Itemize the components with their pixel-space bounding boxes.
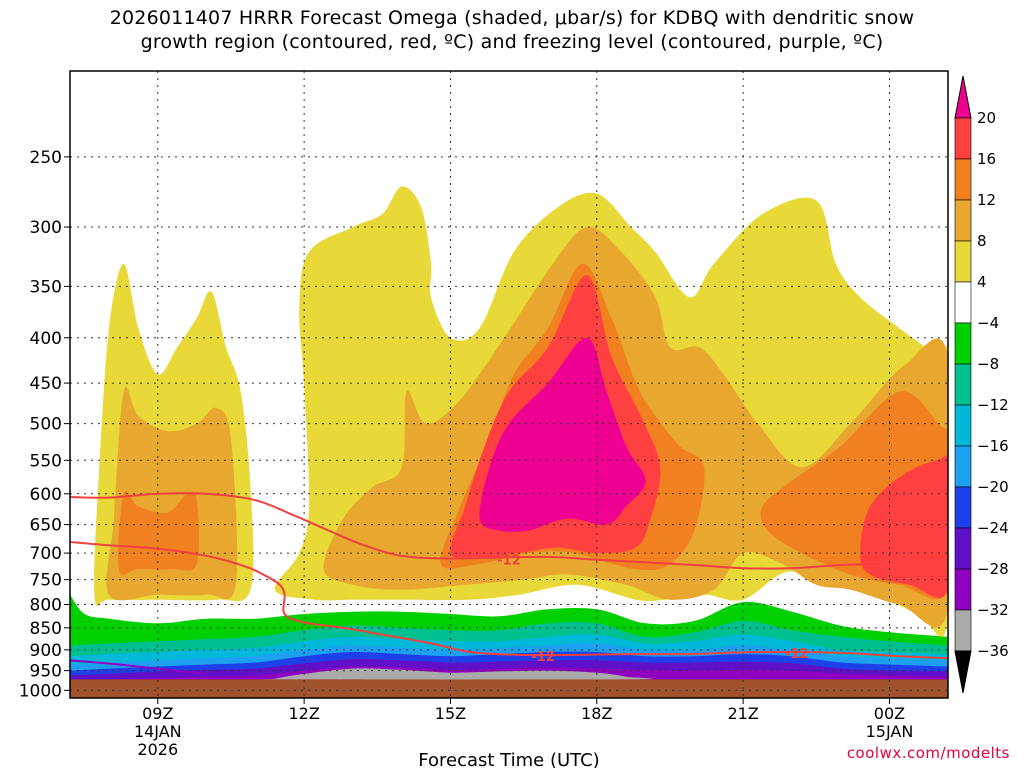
colorbar-legend: 20 16 12 8 4 −4 −8 −12 −16 −20 −24 −28 −32 −36: [954, 75, 1009, 694]
chart-title: 2026011407 HRRR Forecast Omega (shaded, …: [0, 6, 1024, 54]
x-tick-label-09Z-1: 14JAN: [134, 722, 182, 741]
colorbar-label-11: −28: [977, 560, 1009, 578]
omega-region-12-4: [118, 490, 200, 575]
x-tick-label-00Z-1: 15JAN: [866, 722, 914, 741]
x-tick-label-09Z-2: 2026: [137, 740, 178, 759]
y-tick-label-1000: 1000: [19, 681, 62, 701]
credit-link[interactable]: coolwx.com/modelts: [846, 744, 1010, 762]
y-tick-label-500: 500: [30, 415, 62, 435]
colorbar-bin-6: [954, 363, 972, 406]
y-tick-label-350: 350: [30, 277, 62, 297]
dendritic-contour-0: [70, 492, 880, 570]
x-tick-label-12Z-0: 12Z: [288, 704, 319, 723]
colorbar-bin-7: [954, 404, 972, 447]
colorbar-bin-9: [954, 486, 972, 529]
contour-label-1: -12: [531, 650, 555, 665]
y-tick-label-750: 750: [30, 571, 62, 591]
x-axis-label: Forecast Time (UTC): [418, 750, 599, 768]
contour-label-0: -12: [497, 554, 521, 569]
colorbar-top-arrow: [954, 75, 972, 119]
chart-title-line-1: 2026011407 HRRR Forecast Omega (shaded, …: [109, 7, 915, 29]
x-tick-label-15Z-0: 15Z: [435, 704, 466, 723]
colorbar-label-7: −12: [977, 396, 1009, 414]
freezing-level-contour: [70, 659, 207, 675]
colorbar-bin-3: [954, 240, 972, 283]
y-tick-label-600: 600: [30, 485, 62, 505]
colorbar-bin-10: [954, 527, 972, 570]
y-tick-label-400: 400: [30, 329, 62, 349]
colorbar-bottom-arrow: [954, 650, 972, 694]
colorbar-bin-2: [954, 199, 972, 242]
colorbar-label-10: −24: [977, 519, 1009, 537]
x-tick-label-18Z-0: 18Z: [581, 704, 612, 723]
chart-title-line-2: growth region (contoured, red, ºC) and f…: [140, 31, 884, 53]
plot-frame: [69, 70, 949, 699]
colorbar-label-6: −8: [977, 355, 999, 373]
plot-area: [70, 186, 948, 698]
y-tick-label-950: 950: [30, 662, 62, 682]
y-tick-label-250: 250: [30, 148, 62, 168]
colorbar-label-9: −20: [977, 478, 1009, 496]
colorbar-label-0: 20: [977, 109, 996, 127]
omega-region-20-9: [479, 337, 646, 532]
colorbar-label-5: −4: [977, 314, 999, 332]
omega-region-16-8: [860, 455, 948, 598]
colorbar-label-2: 12: [977, 191, 996, 209]
colorbar-bin-1: [954, 158, 972, 201]
colorbar-bin-5: [954, 322, 972, 365]
axes: 2503003504004505005506006507007508008509…: [19, 148, 914, 759]
y-tick-label-450: 450: [30, 374, 62, 394]
colorbar-label-1: 16: [977, 150, 996, 168]
y-tick-label-850: 850: [30, 619, 62, 639]
colorbar-label-8: −16: [977, 437, 1009, 455]
y-tick-label-900: 900: [30, 641, 62, 661]
ground-fill: [70, 679, 948, 698]
colorbar-bin-0: [954, 117, 972, 160]
y-tick-label-300: 300: [30, 218, 62, 238]
x-tick-label-00Z-0: 00Z: [874, 704, 905, 723]
y-tick-label-550: 550: [30, 451, 62, 471]
colorbar-bin-12: [954, 609, 972, 652]
colorbar-label-13: −36: [977, 642, 1009, 660]
colorbar-bin-8: [954, 445, 972, 488]
x-tick-label-21Z-0: 21Z: [727, 704, 758, 723]
temperature-contours: -12 -12 -12: [70, 492, 948, 675]
y-tick-label-800: 800: [30, 596, 62, 616]
colorbar-bin-11: [954, 568, 972, 611]
dendritic-contour-1: [70, 541, 948, 660]
colorbar-label-3: 8: [977, 232, 987, 250]
colorbar-label-12: −32: [977, 601, 1009, 619]
colorbar-label-4: 4: [977, 273, 987, 291]
contour-label-2: -12: [785, 647, 809, 662]
y-tick-label-650: 650: [30, 516, 62, 536]
x-tick-label-09Z-0: 09Z: [142, 704, 173, 723]
colorbar-bin-4: [954, 281, 972, 324]
y-tick-label-700: 700: [30, 544, 62, 564]
